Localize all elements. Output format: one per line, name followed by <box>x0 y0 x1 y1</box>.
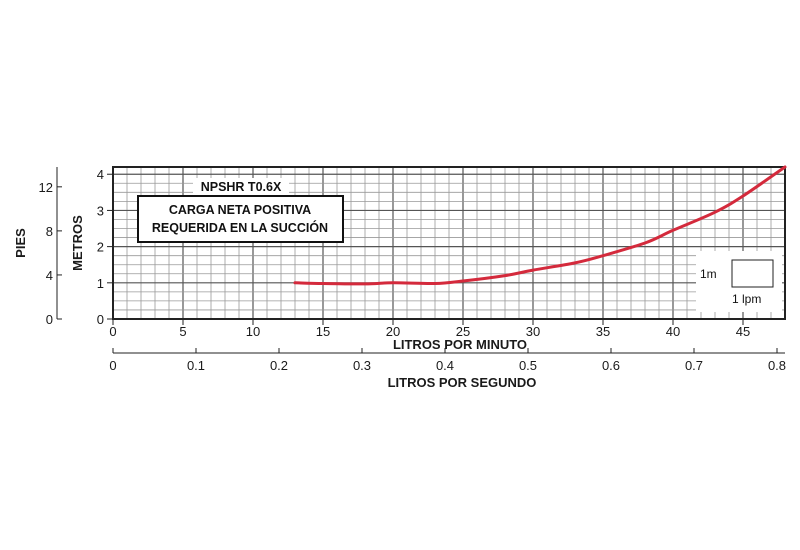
y-axis-metros: 0 1 2 3 4 <box>97 167 113 327</box>
x-lps-tick-label: 0.6 <box>602 358 620 373</box>
x-lps-tick-label: 0.7 <box>685 358 703 373</box>
y-metros-tick-label: 1 <box>97 276 104 291</box>
x-lpm-tick-label: 25 <box>456 324 470 339</box>
scale-legend-vertical: 1m <box>700 267 717 281</box>
y-metros-tick-label: 3 <box>97 203 104 218</box>
x-lps-tick-label: 0.2 <box>270 358 288 373</box>
x-axis-lpm-title: LITROS POR MINUTO <box>393 337 527 352</box>
y-pies-tick-label: 4 <box>46 268 53 283</box>
y-pies-tick-label: 12 <box>39 180 53 195</box>
scale-legend-horizontal: 1 lpm <box>732 292 761 306</box>
annotation-box: NPSHR T0.6X CARGA NETA POSITIVA REQUERID… <box>137 178 344 243</box>
scale-legend: 1m 1 lpm <box>696 251 782 312</box>
x-lpm-tick-label: 5 <box>179 324 186 339</box>
y-axis-pies: 0 4 8 12 <box>39 167 62 327</box>
x-lpm-tick-label: 15 <box>316 324 330 339</box>
y-pies-tick-label: 8 <box>46 224 53 239</box>
y-axis-metros-title: METROS <box>70 215 85 271</box>
x-lpm-tick-label: 30 <box>526 324 540 339</box>
npshr-curve <box>293 165 787 286</box>
scale-legend-square <box>731 259 774 288</box>
x-lpm-tick-label: 10 <box>246 324 260 339</box>
y-axis-pies-title: PIES <box>13 228 28 258</box>
x-lpm-tick-label: 0 <box>109 324 116 339</box>
series-label: NPSHR T0.6X <box>201 180 282 194</box>
x-lpm-tick-label: 45 <box>736 324 750 339</box>
x-lps-tick-label: 0.8 <box>768 358 786 373</box>
plot-frame <box>112 166 786 320</box>
x-axis-lps: 0 0.1 0.2 0.3 0.4 0.5 0.6 0.7 0.8 <box>109 348 786 373</box>
x-lps-tick-label: 0.3 <box>353 358 371 373</box>
annotation-line-1: CARGA NETA POSITIVA <box>169 203 311 217</box>
x-lps-tick-label: 0.5 <box>519 358 537 373</box>
y-metros-tick-label: 2 <box>97 240 104 255</box>
x-axis-lps-title: LITROS POR SEGUNDO <box>388 375 537 390</box>
x-lpm-tick-label: 40 <box>666 324 680 339</box>
x-lpm-tick-label: 20 <box>386 324 400 339</box>
y-metros-tick-label: 0 <box>97 312 104 327</box>
x-axis-lpm: 0 5 10 15 20 25 30 35 40 45 <box>109 319 750 339</box>
x-lps-tick-label: 0 <box>109 358 116 373</box>
x-lps-tick-label: 0.4 <box>436 358 454 373</box>
y-metros-tick-label: 4 <box>97 167 104 182</box>
x-lps-tick-label: 0.1 <box>187 358 205 373</box>
x-lpm-tick-label: 35 <box>596 324 610 339</box>
y-pies-tick-label: 0 <box>46 312 53 327</box>
annotation-line-2: REQUERIDA EN LA SUCCIÓN <box>152 220 328 235</box>
